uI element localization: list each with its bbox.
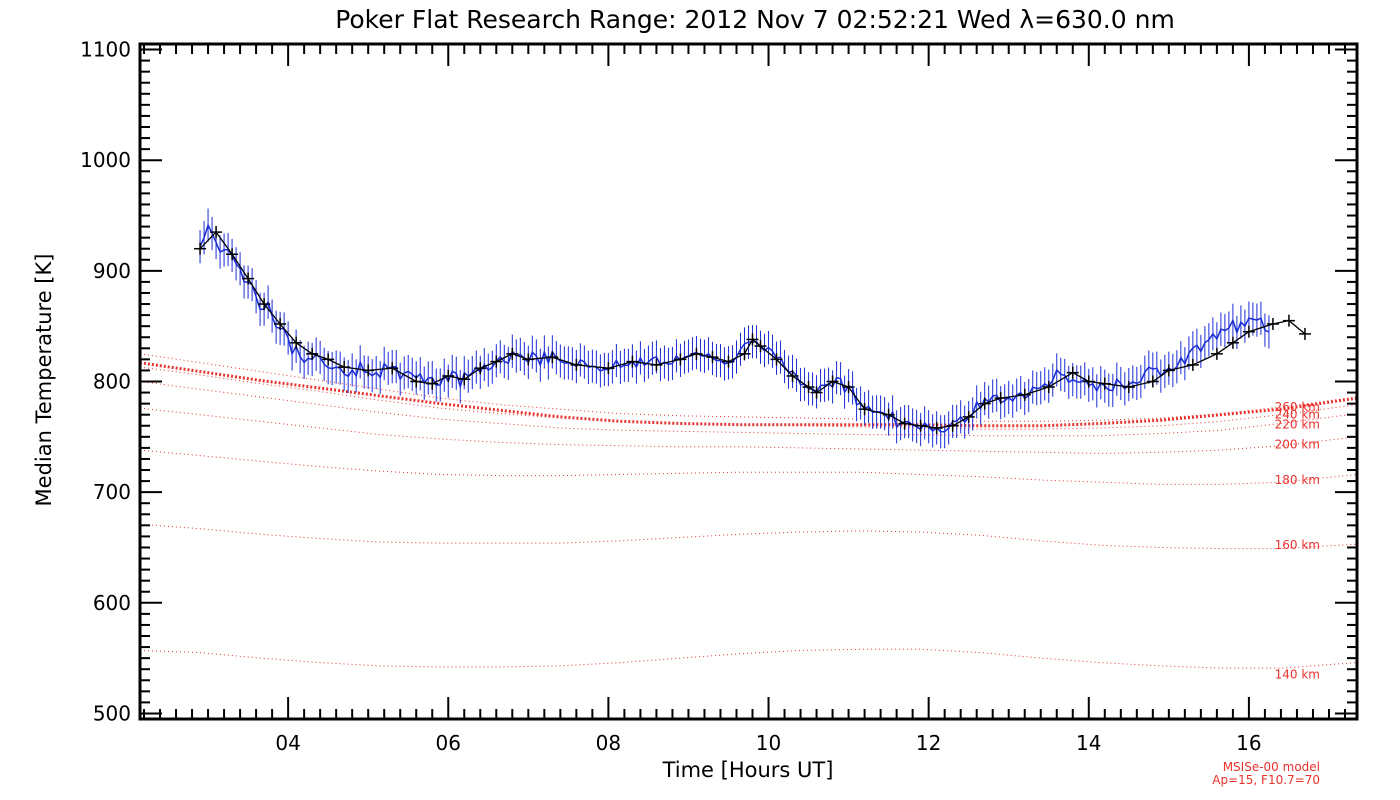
- model-curve-label: 240 km: [1275, 408, 1320, 422]
- model-fit-line: [139, 361, 1358, 428]
- x-tick-label: 04: [275, 731, 300, 755]
- observed-samples-line: [199, 223, 1270, 433]
- model-curve-line: [139, 449, 1358, 485]
- observed-median-layer: [194, 226, 1311, 434]
- x-tick-label: 16: [1236, 731, 1261, 755]
- x-tick-label: 08: [596, 731, 621, 755]
- model-curve-label: 200 km: [1275, 437, 1320, 451]
- y-tick-label: 700: [93, 480, 131, 504]
- model-annotation-line2: Ap=15, F10.7=70: [1212, 773, 1320, 787]
- x-tick-label: 14: [1076, 731, 1101, 755]
- chart-title: Poker Flat Research Range: 2012 Nov 7 02…: [335, 5, 1175, 34]
- x-tick-label: 06: [436, 731, 461, 755]
- y-tick-label: 1000: [80, 148, 131, 172]
- model-curve-line: [139, 407, 1358, 454]
- model-fit-layer: [139, 361, 1358, 428]
- y-axis-label: Median Temperature [K]: [32, 254, 56, 507]
- model-annotation-line1: MSISe-00 model: [1223, 760, 1320, 774]
- y-tick-label: 600: [93, 591, 131, 615]
- x-axis-label: Time [Hours UT]: [662, 758, 834, 782]
- x-tick-label: 10: [756, 731, 781, 755]
- y-tick-label: 800: [93, 370, 131, 394]
- model-curve-line: [139, 366, 1358, 430]
- model-curve-line: [139, 523, 1358, 550]
- y-tick-label: 1100: [80, 38, 131, 62]
- y-tick-label: 900: [93, 259, 131, 283]
- plot-frame: [138, 42, 1359, 721]
- axis-ticks-layer: 04 06 08 10 12 14 16 500 600 700 800 900 1000 1100: [80, 38, 1357, 755]
- y-tick-label: 500: [93, 701, 131, 725]
- model-curve-line: [139, 648, 1358, 669]
- model-curve-label: 220 km: [1275, 418, 1320, 432]
- observed-samples-layer: [199, 208, 1270, 449]
- model-curve-line: [139, 353, 1358, 422]
- model-curve-label: 160 km: [1275, 538, 1320, 552]
- model-curve-label: 140 km: [1275, 668, 1320, 682]
- x-tick-label: 12: [916, 731, 941, 755]
- model-curve-label: 180 km: [1275, 473, 1320, 487]
